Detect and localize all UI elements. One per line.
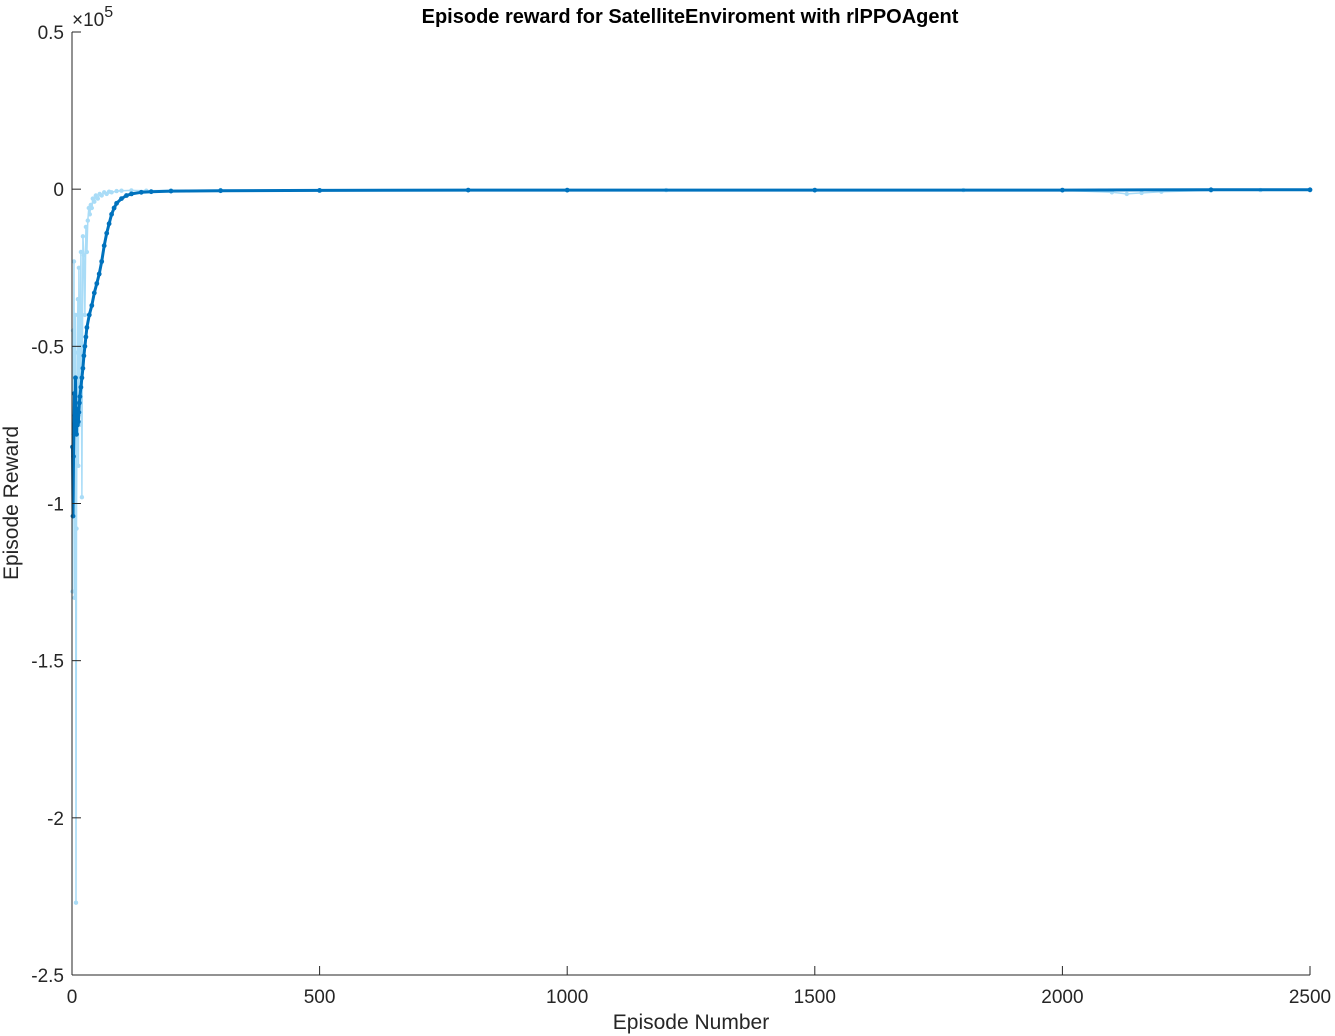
- average-data-point: [812, 187, 818, 193]
- raw-data-point: [77, 359, 83, 365]
- average-data-point: [74, 431, 79, 437]
- average-data-point: [564, 187, 570, 193]
- y-exponent-label: ×105: [72, 4, 113, 31]
- raw-data-point: [89, 205, 95, 211]
- average-data-point: [84, 325, 90, 330]
- average-data-point: [465, 187, 471, 193]
- raw-data-point: [78, 249, 84, 255]
- average-data-point: [109, 211, 114, 217]
- raw-data-point: [70, 328, 76, 333]
- raw-data-point: [71, 259, 77, 264]
- y-exponent-power: 5: [104, 4, 113, 21]
- average-reward-series: [70, 187, 1313, 519]
- average-data-point: [129, 191, 134, 197]
- average-data-point: [79, 375, 85, 381]
- x-tick-label: 0: [67, 987, 78, 1008]
- x-tick-label: 2500: [1289, 987, 1331, 1008]
- y-exponent-base: ×10: [72, 10, 104, 31]
- average-data-point: [168, 188, 174, 194]
- y-tick-label: -1: [47, 495, 64, 516]
- average-data-point: [148, 189, 154, 195]
- raw-data-point: [1124, 191, 1130, 197]
- y-tick-label: -2.5: [31, 966, 64, 987]
- average-data-point: [72, 391, 77, 396]
- raw-data-point: [75, 350, 80, 355]
- y-tick-label: 0: [53, 180, 64, 201]
- raw-data-point: [129, 188, 134, 193]
- raw-data-point: [73, 900, 79, 905]
- raw-data-point: [73, 312, 78, 318]
- average-data-point: [81, 353, 87, 359]
- raw-data-point: [95, 196, 101, 201]
- average-data-point: [104, 230, 110, 236]
- raw-data-point: [76, 265, 82, 270]
- average-data-point: [111, 205, 117, 211]
- raw-data-point: [80, 234, 86, 239]
- average-data-point: [96, 271, 102, 277]
- average-data-point: [89, 303, 95, 308]
- raw-data-point: [79, 495, 85, 500]
- average-data-point: [70, 513, 76, 519]
- average-data-point: [83, 334, 89, 340]
- average-data-point: [91, 290, 97, 296]
- raw-data-point: [74, 526, 79, 531]
- raw-data-point: [92, 199, 97, 204]
- y-tick-label: 0.5: [38, 23, 64, 44]
- raw-data-point: [1139, 190, 1144, 196]
- average-data-point: [78, 384, 84, 390]
- raw-data-point: [84, 249, 90, 255]
- y-tick-label: -1.5: [31, 652, 64, 673]
- x-tick-label: 1000: [546, 987, 588, 1008]
- raw-data-point: [82, 312, 88, 318]
- x-tick-label: 500: [304, 987, 336, 1008]
- raw-data-point: [81, 253, 87, 258]
- average-data-point: [317, 188, 322, 193]
- raw-data-point: [76, 463, 81, 468]
- raw-data-point: [85, 218, 91, 223]
- average-data-point: [1307, 187, 1313, 193]
- raw-data-point: [72, 595, 77, 600]
- raw-data-point: [114, 188, 119, 194]
- average-data-point: [101, 243, 107, 249]
- average-data-point: [1208, 187, 1214, 193]
- raw-data-point: [87, 212, 93, 217]
- average-data-point: [124, 193, 129, 198]
- x-ticks: 0 500 1000 1500 2000 2500: [67, 966, 1331, 1008]
- chart-title: Episode reward for SatelliteEnviroment w…: [422, 6, 959, 28]
- average-data-point: [138, 189, 144, 195]
- y-ticks: -2.5 -2 -1.5 -1 -0.5 0 0.5: [31, 23, 81, 987]
- average-data-point: [77, 400, 82, 406]
- average-data-point: [94, 281, 100, 286]
- y-tick-label: -2: [47, 809, 64, 830]
- average-data-point: [73, 375, 78, 381]
- average-data-point: [82, 343, 88, 349]
- average-data-point: [106, 221, 112, 227]
- average-data-point: [76, 419, 81, 425]
- x-tick-label: 1500: [794, 987, 836, 1008]
- y-tick-label: -0.5: [31, 337, 64, 358]
- x-axis-label: Episode Number: [613, 1011, 769, 1034]
- raw-data-point: [119, 188, 124, 193]
- raw-data-point: [75, 297, 81, 302]
- average-data-point: [77, 394, 83, 399]
- average-data-point: [119, 196, 124, 202]
- average-data-point: [99, 259, 105, 264]
- average-data-point: [80, 365, 86, 371]
- raw-data-point: [83, 224, 89, 230]
- average-data-point: [86, 312, 92, 318]
- x-tick-label: 2000: [1041, 987, 1083, 1008]
- average-data-point: [76, 409, 82, 415]
- average-data-point: [1060, 187, 1065, 193]
- raw-data-point: [109, 190, 114, 195]
- y-axis-label: Episode Reward: [0, 426, 23, 580]
- average-data-point: [218, 188, 224, 194]
- average-data-point: [114, 200, 119, 206]
- raw-data-point: [99, 193, 104, 198]
